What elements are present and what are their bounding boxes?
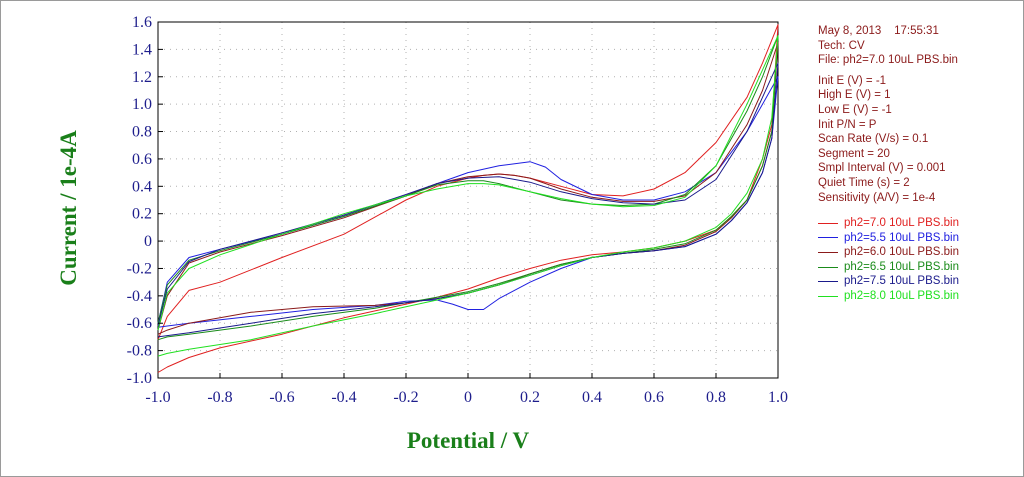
info-param: Scan Rate (V/s) = 0.1 <box>818 133 929 146</box>
x-tick-label: -0.4 <box>331 389 356 406</box>
legend-swatch <box>818 237 838 239</box>
x-tick-label: 1.0 <box>768 389 788 406</box>
y-tick-label: -0.8 <box>127 343 152 360</box>
info-time: 17:55:31 <box>894 25 939 37</box>
info-param: High E (V) = 1 <box>818 89 891 102</box>
info-params: Init E (V) = -1 High E (V) = 1 Low E (V) =… <box>818 74 1018 205</box>
info-param: Quiet Time (s) = 2 <box>818 176 910 189</box>
x-tick-label: -0.8 <box>207 389 232 406</box>
y-axis-title: Current / 1e-4A <box>56 130 81 286</box>
y-tick-label: 1.2 <box>132 69 152 86</box>
y-tick-label: 0.6 <box>132 151 152 168</box>
y-tick-label: -0.6 <box>127 315 152 332</box>
info-param: Smpl Interval (V) = 0.001 <box>818 162 946 175</box>
legend-label: ph2=5.5 10uL PBS.bin <box>844 231 959 244</box>
x-tick-label: -0.6 <box>269 389 294 406</box>
y-tick-label: -1.0 <box>127 370 152 387</box>
legend-label: ph2=6.5 10uL PBS.bin <box>844 260 959 273</box>
x-tick-label: 0.4 <box>582 389 602 406</box>
y-tick-label: 0 <box>144 233 152 250</box>
legend-item: ph2=6.5 10uL PBS.bin <box>818 260 1018 275</box>
y-tick-label: 1.0 <box>132 96 152 113</box>
legend-label: ph2=6.0 10uL PBS.bin <box>844 246 959 259</box>
y-tick-label: -0.4 <box>127 288 152 305</box>
legend-swatch <box>818 281 838 283</box>
info-file: File: ph2=7.0 10uL PBS.bin <box>818 54 958 67</box>
legend-item: ph2=7.5 10uL PBS.bin <box>818 274 1018 289</box>
y-tick-label: 0.4 <box>132 178 152 195</box>
y-tick-label: -0.2 <box>127 260 152 277</box>
legend-swatch <box>818 251 838 253</box>
legend-item: ph2=7.0 10uL PBS.bin <box>818 216 1018 231</box>
info-param: Init P/N = P <box>818 118 877 131</box>
y-tick-label: 1.6 <box>132 14 152 31</box>
x-tick-label: 0 <box>464 389 472 406</box>
legend-swatch <box>818 222 838 224</box>
grid <box>158 22 778 378</box>
x-tick-label: 0.2 <box>520 389 540 406</box>
y-tick-label: 1.4 <box>132 41 152 58</box>
info-datetime: May 8, 2013 17:55:31 <box>818 24 1018 39</box>
legend-item: ph2=5.5 10uL PBS.bin <box>818 231 1018 246</box>
axis-ticks: -1.0 -0.8 -0.6 -0.4 -0.2 0 0.2 0.4 0.6 0.8 1.0 -1.0… <box>127 14 788 406</box>
y-tick-label: 0.2 <box>132 206 152 223</box>
experiment-info: May 8, 2013 17:55:31 Tech: CV File: ph2=… <box>818 24 1018 205</box>
series-group <box>157 24 779 373</box>
info-param: Init E (V) = -1 <box>818 74 887 87</box>
info-param: Segment = 20 <box>818 147 890 160</box>
series-line-6 <box>157 35 779 357</box>
legend-swatch <box>818 295 838 297</box>
x-tick-label: 0.6 <box>644 389 664 406</box>
legend-item: ph2=8.0 10uL PBS.bin <box>818 289 1018 304</box>
x-axis-title: Potential / V <box>407 428 530 453</box>
series-line-5 <box>157 62 779 338</box>
legend: ph2=7.0 10uL PBS.bin ph2=5.5 10uL PBS.bin… <box>818 216 1018 304</box>
legend-label: ph2=8.0 10uL PBS.bin <box>844 289 959 302</box>
legend-swatch <box>818 266 838 268</box>
info-tech: Tech: CV <box>818 39 865 52</box>
legend-item: ph2=6.0 10uL PBS.bin <box>818 245 1018 260</box>
series-line-3 <box>157 42 779 335</box>
info-date: May 8, 2013 <box>818 25 882 37</box>
x-tick-label: 0.8 <box>706 389 726 406</box>
info-param: Sensitivity (A/V) = 1e-4 <box>818 191 936 204</box>
x-tick-label: -1.0 <box>145 389 170 406</box>
info-param: Low E (V) = -1 <box>818 103 892 116</box>
legend-label: ph2=7.5 10uL PBS.bin <box>844 275 959 288</box>
x-tick-label: -0.2 <box>393 389 418 406</box>
y-tick-label: 0.8 <box>132 124 152 141</box>
legend-label: ph2=7.0 10uL PBS.bin <box>844 217 959 229</box>
series-line-4 <box>157 35 779 341</box>
